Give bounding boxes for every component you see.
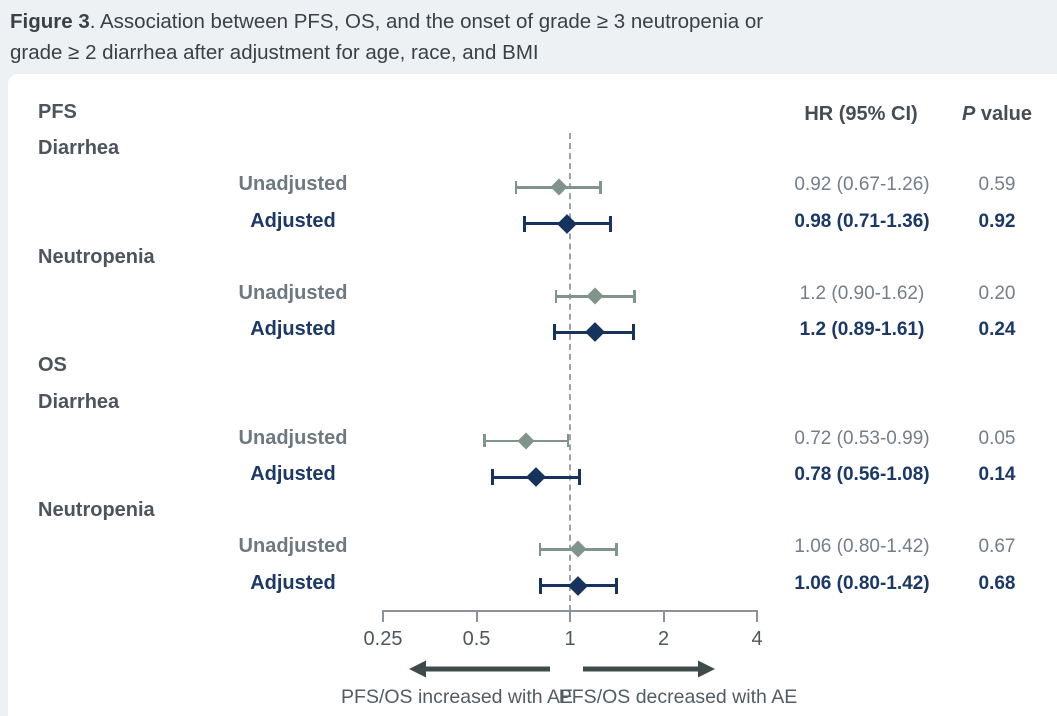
row-label-unadjusted: Unadjusted <box>238 173 348 196</box>
subgroup-label-diarrhea: Diarrhea <box>38 390 120 413</box>
hr-point-diamond <box>550 178 568 196</box>
p-value: 0.59 <box>978 174 1016 196</box>
arrow-label-right: PFS/OS decreased with AE <box>558 686 798 708</box>
x-axis-tick-label: 1 <box>564 628 576 650</box>
ci-cap-left <box>522 215 526 232</box>
hr-point-diamond <box>517 432 535 450</box>
x-axis-tick <box>475 610 478 622</box>
p-value: 0.92 <box>978 210 1016 232</box>
x-axis-tick <box>662 610 665 622</box>
direction-arrows-svg <box>409 660 715 678</box>
x-axis-tick-label: 0.25 <box>363 628 403 650</box>
row-label-unadjusted: Unadjusted <box>238 282 348 304</box>
ci-cap-right <box>615 542 618 556</box>
subgroup-label-diarrhea: Diarrhea <box>38 137 120 160</box>
ci-cap-left <box>538 542 542 556</box>
subgroup-label-neutropenia: Neutropenia <box>38 499 155 522</box>
hr-ci-value: 1.06 (0.80-1.42) <box>794 536 930 558</box>
figure-title-line2: grade ≥ 2 diarrhea after adjustment for … <box>10 41 539 64</box>
figure-number: Figure 3 <box>10 10 90 33</box>
ci-cap-left <box>514 180 518 194</box>
row-label-adjusted: Adjusted <box>250 318 336 341</box>
section-label-os: OS <box>38 354 67 377</box>
figure-title-line1: . Association between PFS, OS, and the o… <box>89 10 764 33</box>
ci-cap-right <box>578 469 582 485</box>
hr-ci-value: 0.72 (0.53-0.99) <box>794 427 930 449</box>
subgroup-label-neutropenia: Neutropenia <box>38 245 155 268</box>
p-value: 0.68 <box>978 572 1016 594</box>
pvalue-header-rest: value <box>975 103 1033 125</box>
hr-point-diamond <box>584 322 605 343</box>
hr-ci-value: 1.2 (0.89-1.61) <box>799 319 925 341</box>
hr-column-header: HR (95% CI) <box>804 103 918 125</box>
ci-cap-right <box>632 324 636 341</box>
left-arrow-icon <box>409 660 550 678</box>
hr-ci-value: 0.98 (0.71-1.36) <box>794 210 930 232</box>
hr-point-diamond <box>569 540 587 558</box>
x-axis-tick-label: 4 <box>751 628 763 650</box>
x-axis-tick <box>756 610 758 622</box>
right-arrow-icon <box>583 660 715 678</box>
hr-ci-value: 1.06 (0.80-1.42) <box>794 572 930 594</box>
ci-cap-left <box>553 324 557 341</box>
hr-point-diamond <box>586 287 604 305</box>
row-label-unadjusted: Unadjusted <box>238 426 348 449</box>
row-label-adjusted: Adjusted <box>250 209 336 232</box>
p-value: 0.24 <box>978 319 1016 341</box>
ci-cap-left <box>538 577 542 594</box>
direction-arrows <box>400 656 724 686</box>
pvalue-column-header: P value <box>942 103 1052 126</box>
ci-cap-right <box>599 180 602 194</box>
hr-ci-value: 0.92 (0.67-1.26) <box>794 174 930 196</box>
row-label-unadjusted: Unadjusted <box>238 535 348 558</box>
plot-card <box>8 74 1057 716</box>
pvalue-header-italic-p: P <box>961 103 976 125</box>
p-value: 0.67 <box>978 536 1016 558</box>
p-value: 0.20 <box>978 283 1016 304</box>
x-axis-tick-label: 0.5 <box>462 628 491 650</box>
x-axis-tick-label: 2 <box>657 628 670 650</box>
arrow-label-left: PFS/OS increased with AE <box>341 686 573 708</box>
x-axis-tick <box>382 610 384 622</box>
figure-title: Figure 3. Association between PFS, OS, a… <box>10 6 1010 68</box>
row-label-adjusted: Adjusted <box>250 463 336 485</box>
ci-cap-right <box>615 577 619 594</box>
p-value: 0.14 <box>978 464 1016 485</box>
ci-cap-right <box>566 434 570 448</box>
ci-cap-left <box>554 289 558 303</box>
hr-ci-value: 1.2 (0.90-1.62) <box>799 283 925 304</box>
ci-cap-right <box>609 215 613 232</box>
section-label-pfs: PFS <box>38 101 77 123</box>
hr-point-diamond <box>526 467 547 487</box>
hr-point-diamond <box>557 213 578 234</box>
ci-cap-left <box>490 469 494 485</box>
reference-line-hr1 <box>569 133 571 611</box>
ci-cap-right <box>633 289 636 303</box>
p-value: 0.05 <box>978 427 1016 449</box>
ci-cap-left <box>483 434 486 448</box>
row-label-adjusted: Adjusted <box>250 571 336 594</box>
hr-ci-value: 0.78 (0.56-1.08) <box>794 464 930 485</box>
x-axis-tick <box>569 610 571 622</box>
